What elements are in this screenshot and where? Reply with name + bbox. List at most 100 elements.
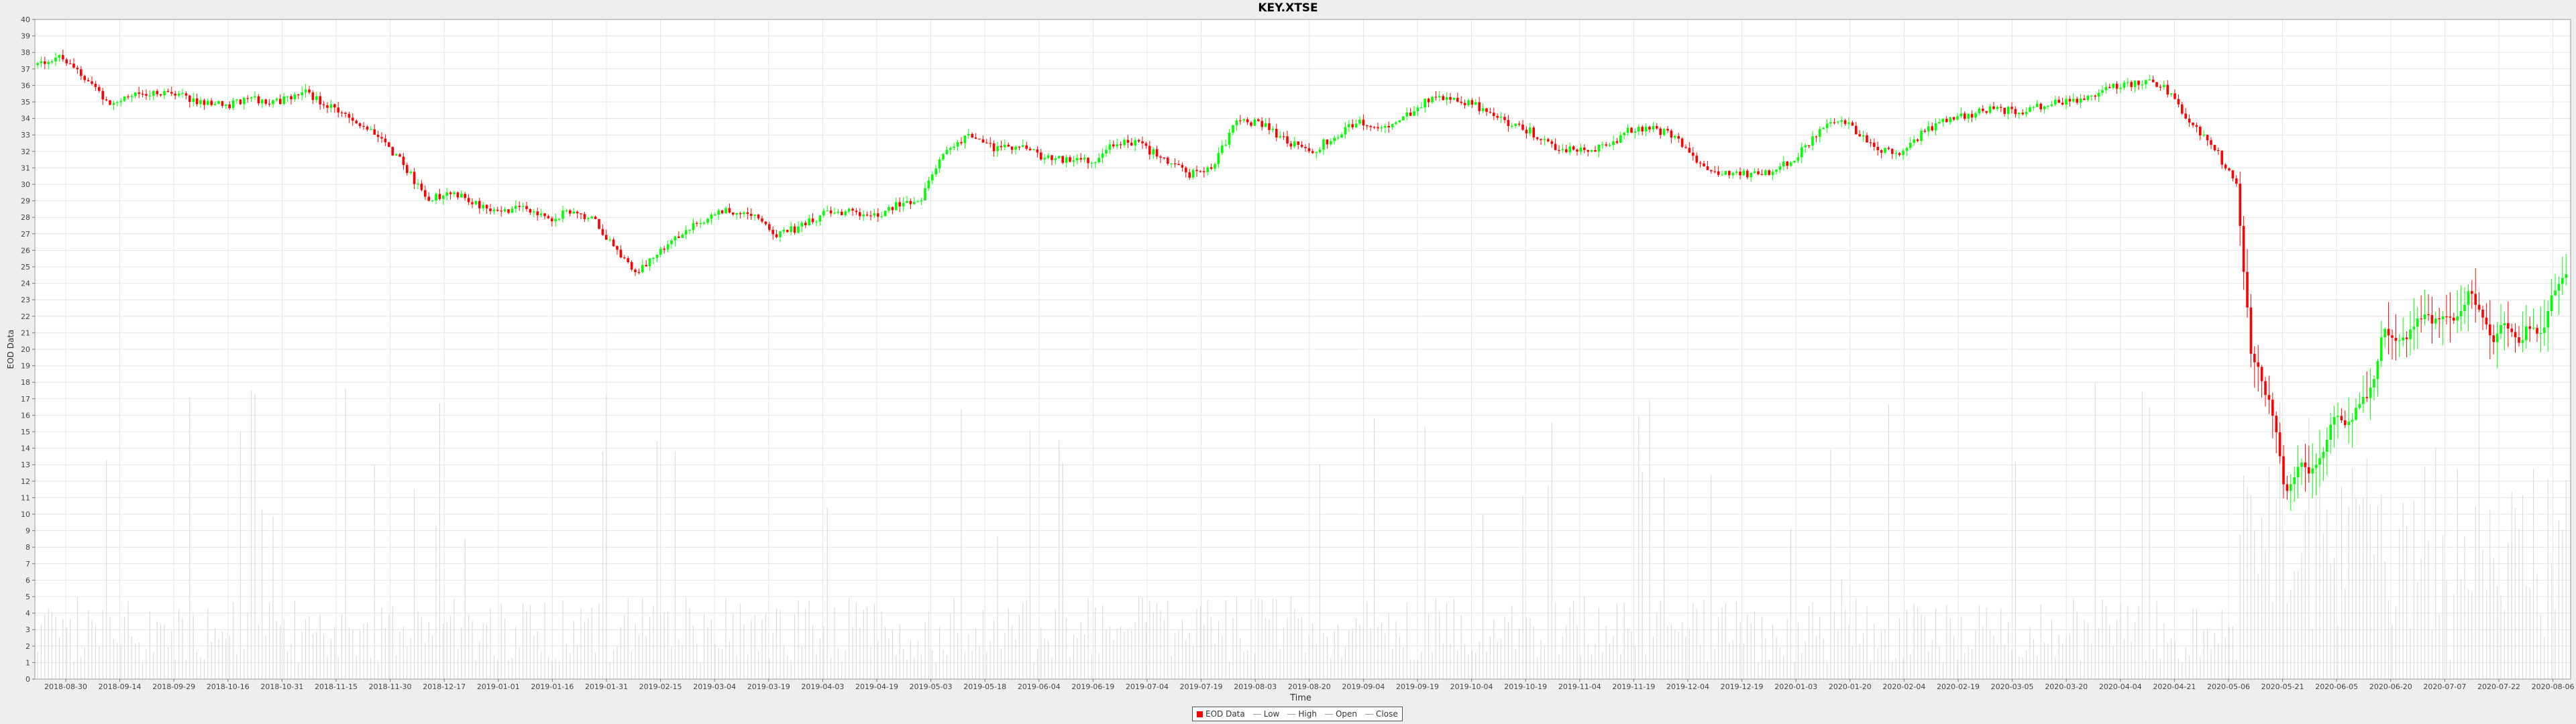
candle-body <box>1289 143 1293 147</box>
candle-body <box>1148 145 1151 155</box>
candle-body <box>1615 141 1619 143</box>
legend-item-open: Open <box>1324 709 1357 719</box>
candle-body <box>1351 124 1354 128</box>
candle-body <box>953 146 955 148</box>
candle-body <box>105 99 108 101</box>
candle-body <box>1025 145 1028 149</box>
candle-body <box>366 126 369 130</box>
candle-body <box>1554 143 1557 150</box>
candle-body <box>420 183 423 190</box>
candle-body <box>1941 119 1945 122</box>
candle-body <box>547 216 550 219</box>
candle-body <box>1674 136 1676 138</box>
candle-body <box>1757 171 1760 174</box>
candle-body <box>645 265 647 267</box>
y-tick-label: 37 <box>21 65 30 74</box>
x-tick-label: 2018-12-17 <box>423 682 466 691</box>
candle-body <box>2014 109 2017 115</box>
candle-body <box>380 137 383 139</box>
legend-label-close: Close <box>1376 709 1398 719</box>
candle-body <box>279 99 282 105</box>
legend-item-low: Low <box>1252 709 1279 719</box>
candle-body <box>1670 130 1673 138</box>
candle-body <box>1587 149 1589 152</box>
candle-body <box>388 142 390 147</box>
candle-body <box>1036 149 1039 153</box>
x-tick-label: 2020-05-21 <box>2261 682 2304 691</box>
candle-body <box>1326 139 1329 145</box>
candle-body <box>2224 164 2227 169</box>
y-tick-label: 21 <box>21 328 30 337</box>
candle-body <box>152 90 155 96</box>
candle-body <box>2438 318 2440 320</box>
candle-body <box>637 272 641 274</box>
candle-body <box>1927 126 1930 132</box>
y-tick-label: 9 <box>25 527 30 536</box>
candle-body <box>174 93 176 96</box>
y-tick-label: 39 <box>21 32 30 41</box>
candle-body <box>1550 141 1553 144</box>
candle-body <box>1648 127 1651 130</box>
candle-body <box>1456 97 1459 102</box>
candle-body <box>2496 333 2499 343</box>
candle-body <box>1210 167 1213 169</box>
candle-body <box>2235 178 2238 184</box>
y-tick-label: 16 <box>21 411 30 420</box>
candle-body <box>844 211 847 216</box>
candle-body <box>362 126 365 127</box>
candle-body <box>1087 158 1089 164</box>
candle-body <box>2434 318 2437 324</box>
candle-body <box>808 218 810 226</box>
candle-body <box>1214 164 1216 169</box>
candle-body <box>225 104 227 106</box>
candle-body <box>2351 420 2354 422</box>
candle-body <box>2169 93 2173 95</box>
candle-body <box>2337 416 2339 418</box>
candle-body <box>1221 145 1224 154</box>
candle-body <box>1485 108 1488 112</box>
candle-body <box>2039 103 2042 110</box>
candle-body <box>1311 151 1314 154</box>
candle-body <box>62 55 64 60</box>
candle-body <box>467 198 470 202</box>
candle-layer <box>36 49 2567 511</box>
candle-body <box>2264 381 2267 396</box>
candle-body <box>818 215 822 222</box>
candle-body <box>2119 87 2122 89</box>
candle-body <box>254 96 256 98</box>
candle-body <box>1905 147 1909 151</box>
candle-body <box>170 92 173 94</box>
candle-body <box>1565 149 1568 152</box>
candle-body <box>1507 119 1510 127</box>
y-tick-label: 29 <box>21 197 30 206</box>
candle-body <box>290 96 292 99</box>
candle-body <box>1416 107 1419 111</box>
candle-body <box>529 208 532 213</box>
candle-body <box>427 196 430 201</box>
candle-body <box>862 215 865 217</box>
candle-body <box>576 211 579 214</box>
candle-body <box>1000 145 1003 147</box>
candle-body <box>370 129 372 131</box>
candle-body <box>1177 164 1180 166</box>
candle-body <box>1445 97 1448 101</box>
candle-body <box>1851 122 1854 126</box>
candle-body <box>2021 113 2024 115</box>
x-tick-label: 2020-07-07 <box>2423 682 2466 691</box>
candle-body <box>945 149 949 154</box>
candle-body <box>1688 147 1691 153</box>
candle-body <box>2159 86 2162 88</box>
candle-body <box>275 99 278 101</box>
candle-body <box>2383 328 2386 338</box>
candle-body <box>2249 307 2253 354</box>
candle-body <box>1855 125 1858 135</box>
candle-body <box>1579 147 1582 152</box>
y-tick-label: 3 <box>25 625 30 634</box>
candle-body <box>123 96 126 101</box>
candle-body <box>612 239 615 247</box>
candle-body <box>189 95 191 102</box>
candle-body <box>1402 116 1405 121</box>
candle-body <box>2003 107 2006 114</box>
candle-body <box>1427 99 1430 103</box>
